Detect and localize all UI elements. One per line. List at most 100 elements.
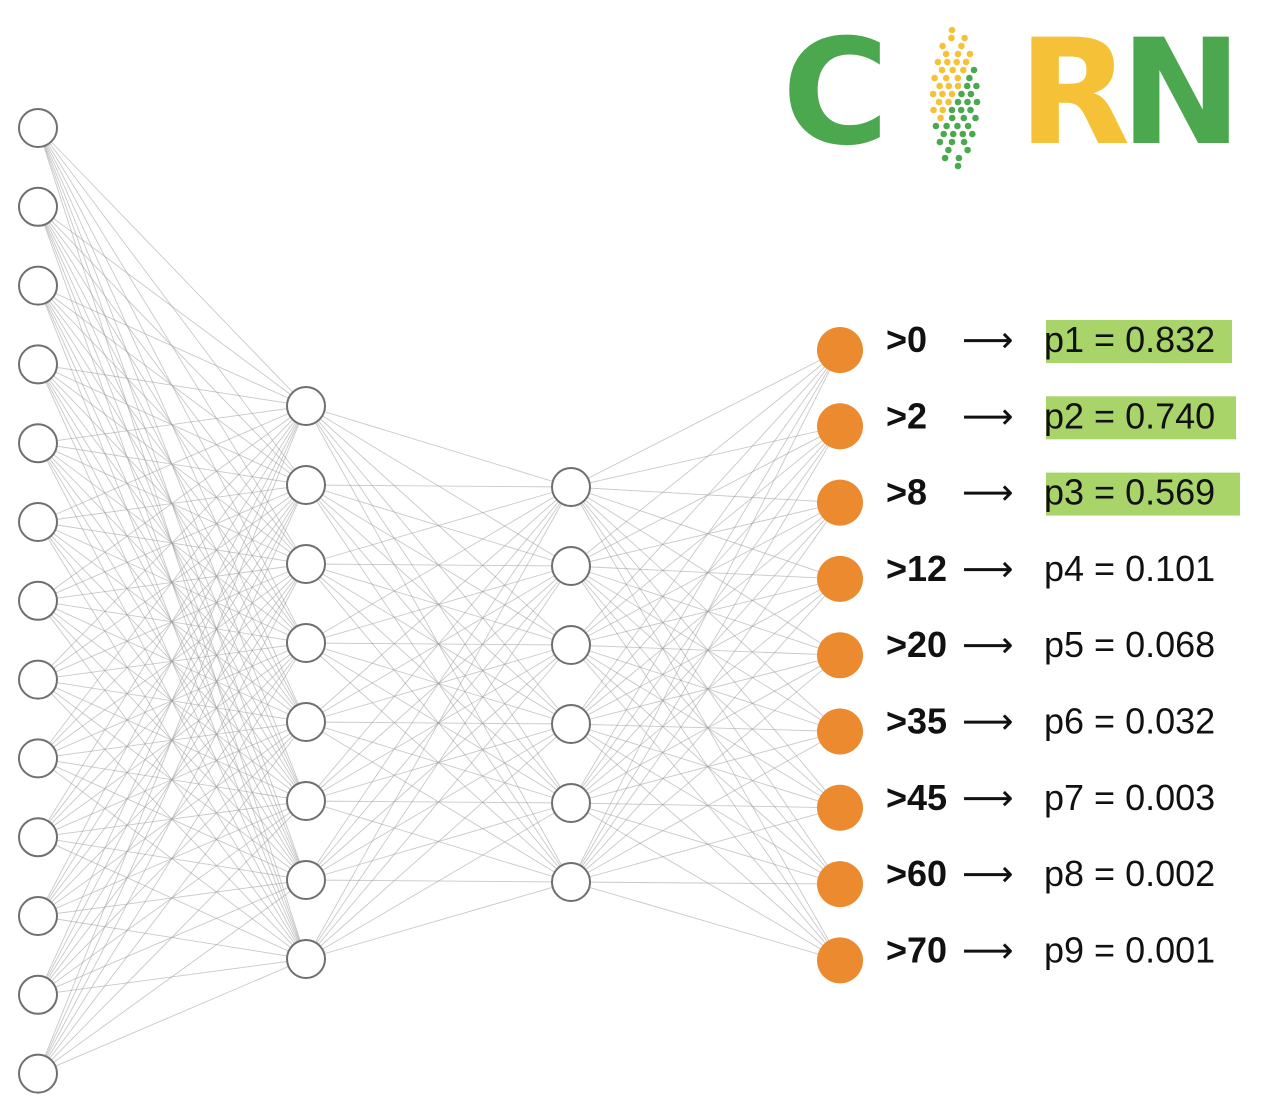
network-edge xyxy=(37,405,307,523)
hidden-node xyxy=(551,704,591,744)
network-edge xyxy=(570,644,841,885)
output-node xyxy=(817,784,863,831)
probability-highlight xyxy=(1046,472,1240,516)
logo-dot xyxy=(948,26,956,34)
network-edge xyxy=(570,349,841,725)
logo-dot xyxy=(961,34,968,42)
network-edge xyxy=(37,206,307,407)
logo-dot xyxy=(931,74,938,82)
logo-dot xyxy=(939,90,946,98)
hidden-node xyxy=(286,623,326,663)
input-node xyxy=(18,108,58,148)
network-edge xyxy=(37,405,307,917)
output-node xyxy=(817,861,863,908)
network-edge xyxy=(570,486,841,580)
logo-dot xyxy=(959,130,967,138)
network-edge xyxy=(305,644,572,960)
logo-dot xyxy=(958,42,965,50)
logo-dot xyxy=(960,138,968,146)
arrow-icon: ⟶ xyxy=(962,777,1014,818)
logo-dot xyxy=(944,58,951,66)
network-edge xyxy=(570,578,841,804)
logo-dot xyxy=(953,58,960,66)
logo-dot xyxy=(942,74,950,82)
threshold-label: >35 xyxy=(886,701,947,742)
network-edge xyxy=(37,484,307,1074)
arrow-icon: ⟶ xyxy=(962,395,1014,436)
network-edge xyxy=(305,405,572,488)
logo-dot xyxy=(934,58,942,66)
hidden-node xyxy=(286,860,326,900)
logo-dot xyxy=(930,106,937,114)
hidden-node xyxy=(286,781,326,821)
logo-dot xyxy=(963,82,971,90)
output-node xyxy=(817,479,863,526)
logo-dot xyxy=(948,138,956,146)
network-edge xyxy=(570,502,841,804)
network-edge xyxy=(570,654,841,725)
logo-dot xyxy=(948,114,956,122)
logo-dot xyxy=(954,50,962,58)
network-edge xyxy=(37,563,307,1074)
network-edge xyxy=(570,349,841,646)
logo-dot xyxy=(960,66,967,74)
logo-dot xyxy=(973,98,981,106)
arrow-icon: ⟶ xyxy=(962,319,1014,360)
logo-dot xyxy=(973,82,980,90)
network-edge xyxy=(570,881,841,961)
network-edge xyxy=(305,565,572,960)
network-edge xyxy=(570,565,841,809)
network-edge xyxy=(305,802,572,960)
output-labels: >0 ⟶ p1 = 0.832 >2 ⟶ p2 = 0.740 >8 ⟶ p3 = 0.569 >… xyxy=(886,319,1215,970)
network-edge xyxy=(570,654,841,883)
network-edge xyxy=(570,426,841,804)
network-edge xyxy=(570,731,841,883)
probability-label: p1 = 0.832 xyxy=(1044,319,1215,360)
output-node xyxy=(817,937,863,984)
logo-dot xyxy=(945,98,952,106)
network-edge xyxy=(570,426,841,883)
network-edge xyxy=(570,723,841,885)
network-edge xyxy=(37,405,307,1074)
network-edge xyxy=(305,486,572,960)
network-edge xyxy=(570,502,841,646)
probability-label: p6 = 0.032 xyxy=(1044,701,1215,742)
network-edge xyxy=(570,425,841,488)
probability-highlights xyxy=(1046,320,1240,516)
logo-dot xyxy=(939,42,946,50)
network-edge xyxy=(570,881,841,885)
network-edge xyxy=(570,349,841,804)
output-node xyxy=(817,708,863,755)
logo-dot xyxy=(939,106,947,114)
network-edge xyxy=(570,486,841,732)
network-edge xyxy=(570,731,841,804)
input-node xyxy=(18,817,58,858)
hidden-node xyxy=(286,702,326,742)
logo-dot xyxy=(964,98,971,106)
output-node xyxy=(817,327,863,373)
logo-dot xyxy=(964,122,972,130)
threshold-label: >70 xyxy=(886,929,947,970)
arrow-icon: ⟶ xyxy=(962,929,1014,970)
network-edge xyxy=(37,285,307,407)
logo-dot xyxy=(962,58,970,66)
input-node xyxy=(18,502,58,542)
network-edge xyxy=(37,363,307,407)
logo-dot xyxy=(936,138,944,146)
network-edge xyxy=(570,425,841,725)
input-node xyxy=(18,659,58,700)
network-edge xyxy=(570,802,841,809)
output-node xyxy=(817,555,863,602)
logo-dot xyxy=(932,122,940,130)
network-edge xyxy=(37,642,307,1074)
network-edge xyxy=(37,405,307,838)
probability-highlight xyxy=(1046,396,1236,440)
network-edge xyxy=(570,486,841,656)
arrow-icon: ⟶ xyxy=(962,624,1014,665)
network-edge xyxy=(570,565,841,885)
network-edge xyxy=(305,486,572,565)
hidden-node xyxy=(286,386,326,426)
threshold-label: >20 xyxy=(886,624,947,665)
